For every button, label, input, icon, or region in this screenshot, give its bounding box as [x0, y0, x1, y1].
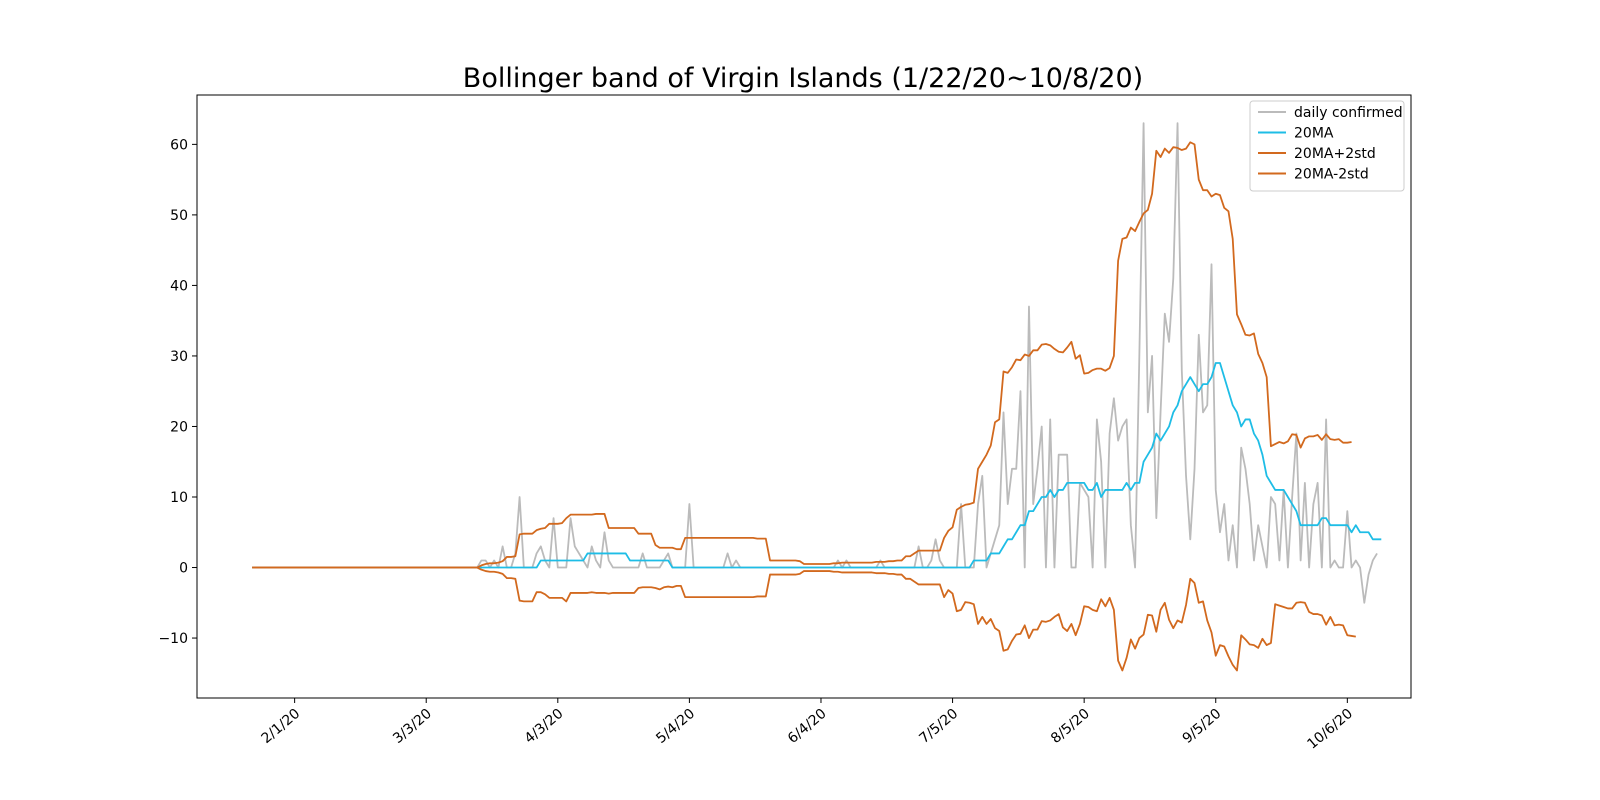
- y-tick-label: 30: [170, 349, 188, 365]
- series-line-20ma-2std: [252, 141, 1352, 569]
- x-tick-label: 4/3/20: [522, 706, 567, 747]
- x-tick-label: 10/6/20: [1304, 706, 1356, 753]
- x-tick-label: 2/1/20: [259, 706, 304, 747]
- x-tick-label: 9/5/20: [1180, 706, 1225, 747]
- x-tick-label: 5/4/20: [653, 706, 698, 747]
- y-tick-label: 50: [170, 208, 188, 224]
- y-tick-label: 10: [170, 490, 188, 506]
- legend: daily confirmed 20MA 20MA+2std 20MA-2std: [1249, 100, 1405, 192]
- x-tick-label: 6/4/20: [785, 706, 830, 747]
- legend-label-20ma-2std: 20MA-2std: [1294, 167, 1369, 183]
- chart-title: Bollinger band of Virgin Islands (1/22/2…: [463, 63, 1143, 94]
- x-tick-label: 7/5/20: [916, 706, 961, 747]
- y-tick-label: 40: [170, 278, 188, 294]
- series-line-20ma-2std: [252, 566, 1356, 672]
- series-line-daily-confirmed: [252, 122, 1378, 604]
- x-axis: 2/1/20 3/3/20 4/3/20 5/4/20 6/4/20 7/5/20 8/5/…: [259, 698, 1356, 753]
- y-tick-label: 20: [170, 419, 188, 435]
- legend-box: [1249, 100, 1405, 192]
- legend-label-20ma-2std: 20MA+2std: [1294, 146, 1376, 162]
- series-line-20ma: [252, 362, 1382, 569]
- y-tick-label: 0: [179, 561, 188, 577]
- plot-frame: [196, 94, 1412, 699]
- y-axis: −10 0 10 20 30 40 50 60: [158, 137, 197, 647]
- legend-label-20ma: 20MA: [1294, 126, 1334, 142]
- x-tick-label: 8/5/20: [1048, 706, 1093, 747]
- y-tick-label: −10: [158, 631, 188, 647]
- y-tick-label: 60: [170, 137, 188, 153]
- x-tick-label: 3/3/20: [390, 706, 435, 747]
- series-layer: [252, 122, 1382, 672]
- legend-label-daily-confirmed: daily confirmed: [1294, 105, 1403, 121]
